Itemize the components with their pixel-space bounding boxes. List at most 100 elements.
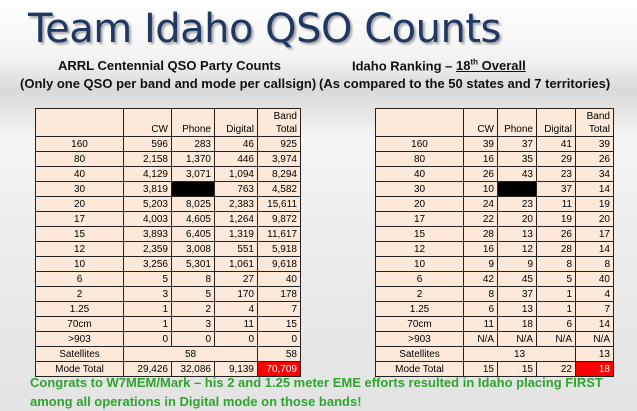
band-total-value: N/A (575, 331, 614, 347)
right-heading-rank: 18 (456, 58, 471, 74)
cw-value: 3,256 (123, 256, 172, 272)
phone-value: 283 (171, 136, 215, 152)
table-row: 20 24 23 11 19 (375, 196, 614, 212)
band-total-value: 8,294 (257, 166, 301, 182)
header-row: CW Phone Digital Band Total (375, 108, 614, 137)
table-row: 6 5 8 27 40 (35, 271, 301, 287)
digital-total-value: 22 (536, 361, 576, 377)
column-header: Digital (536, 108, 576, 137)
column-header: Band Total (257, 108, 301, 137)
table-row: 2 8 37 1 4 (375, 286, 614, 302)
cw-value: 4,129 (123, 166, 172, 182)
table-row: 2 3 5 170 178 (35, 286, 301, 302)
band-label: 1.25 (35, 301, 124, 317)
digital-value: 551 (214, 241, 258, 257)
band-label: 40 (375, 166, 464, 182)
satellites-row: Satellites 13 13 (375, 346, 614, 362)
phone-value: 35 (497, 151, 537, 167)
digital-value: 23 (536, 166, 576, 182)
satellites-total-value: 13 (575, 346, 614, 362)
satellites-row: Satellites 58 58 (35, 346, 301, 362)
band-label: 30 (35, 181, 124, 197)
band-label: 30 (375, 181, 464, 197)
phone-value: 3,008 (171, 241, 215, 257)
digital-value: 1,094 (214, 166, 258, 182)
band-label: 160 (375, 136, 464, 152)
band-label: 10 (375, 256, 464, 272)
band-label: 80 (35, 151, 124, 167)
table-row: 15 3,893 6,405 1,319 11,617 (35, 226, 301, 242)
band-total-value: 14 (575, 181, 614, 197)
table-row: 80 16 35 29 26 (375, 151, 614, 167)
phone-value: 13 (497, 226, 537, 242)
cw-value: 3,893 (123, 226, 172, 242)
band-label: 6 (375, 271, 464, 287)
phone-value: 0 (171, 331, 215, 347)
header-row: CW Phone Digital Band Total (35, 108, 301, 137)
digital-value: 1,319 (214, 226, 258, 242)
phone-value: 8 (171, 271, 215, 287)
counts-table: CW Phone Digital Band Total 160 596 283 46 925 80 2… (35, 108, 301, 377)
band-total-value: 15,611 (257, 196, 301, 212)
digital-value: 19 (536, 211, 576, 227)
band-label: 17 (375, 211, 464, 227)
digital-value: 2,383 (214, 196, 258, 212)
band-label: 10 (35, 256, 124, 272)
band-total-value: 34 (575, 166, 614, 182)
band-total-value: 40 (575, 271, 614, 287)
digital-value: 1 (536, 301, 576, 317)
band-total-value: 178 (257, 286, 301, 302)
counts-body: CW Phone Digital Band Total 160 596 283 46 925 80 2… (35, 108, 301, 377)
phone-value: 8,025 (171, 196, 215, 212)
table-row: 70cm 1 3 11 15 (35, 316, 301, 332)
phone-value: 37 (497, 136, 537, 152)
cw-total-value: 15 (463, 361, 498, 377)
column-header: Band Total (575, 108, 614, 137)
digital-value: 41 (536, 136, 576, 152)
phone-value: 6,405 (171, 226, 215, 242)
band-label: 17 (35, 211, 124, 227)
phone-value: 3 (171, 316, 215, 332)
digital-value: 1 (536, 286, 576, 302)
cw-value: 22 (463, 211, 498, 227)
band-label: 12 (35, 241, 124, 257)
band-total-value: 9,618 (257, 256, 301, 272)
phone-value: 20 (497, 211, 537, 227)
cw-value: 4,003 (123, 211, 172, 227)
band-label: 80 (375, 151, 464, 167)
band-total-value: 20 (575, 211, 614, 227)
right-heading-prefix: Idaho Ranking – (352, 58, 457, 74)
table-row: 160 39 37 41 39 (375, 136, 614, 152)
phone-value: 4,605 (171, 211, 215, 227)
right-heading-suffix: th (470, 58, 479, 67)
digital-value: 37 (536, 181, 576, 197)
left-subheading: (Only one QSO per band and mode per call… (20, 76, 317, 91)
phone-value (497, 181, 537, 197)
cw-value: 11 (463, 316, 498, 332)
cw-value: 2,359 (123, 241, 172, 257)
table-row: >903 N/A N/A N/A N/A (375, 331, 614, 347)
phone-value: 9 (497, 256, 537, 272)
digital-total-value: 9,139 (214, 361, 258, 377)
band-total-value: 9,872 (257, 211, 301, 227)
table-row: 30 10 37 14 (375, 181, 614, 197)
band-total-value: 15 (257, 316, 301, 332)
band-label: 15 (35, 226, 124, 242)
table-row: 70cm 11 18 6 14 (375, 316, 614, 332)
digital-value: 1,264 (214, 211, 258, 227)
table-row: 10 9 9 8 8 (375, 256, 614, 272)
table-row: 17 4,003 4,605 1,264 9,872 (35, 211, 301, 227)
band-total-value: 14 (575, 241, 614, 257)
band-label: 70cm (35, 316, 124, 332)
digital-value: 11 (214, 316, 258, 332)
band-total-value: 40 (257, 271, 301, 287)
mode-total-label: Mode Total (375, 361, 464, 377)
band-total-value: 0 (257, 331, 301, 347)
band-label: 6 (35, 271, 124, 287)
band-label: 160 (35, 136, 124, 152)
cw-value: 16 (463, 241, 498, 257)
digital-value: 1,061 (214, 256, 258, 272)
ranks-body: CW Phone Digital Band Total 160 39 37 41 39 80 16 35… (375, 108, 614, 377)
column-header: Digital (214, 108, 258, 137)
band-total-value: 925 (257, 136, 301, 152)
